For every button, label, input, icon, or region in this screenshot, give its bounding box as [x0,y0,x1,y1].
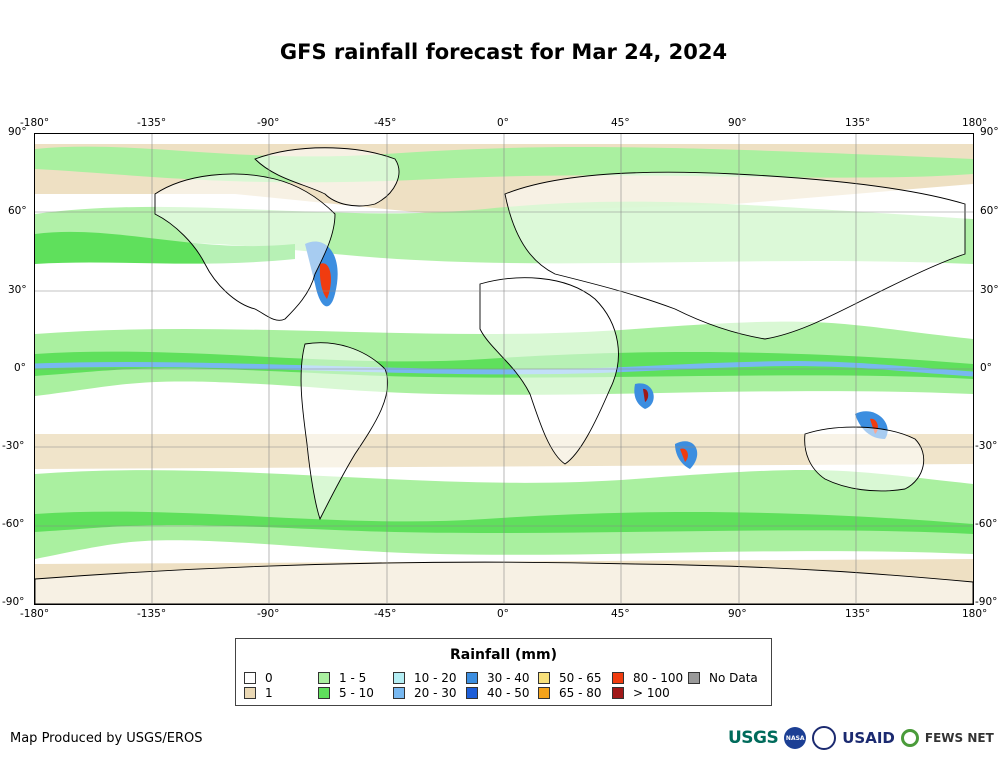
eurasia-outline [504,171,966,340]
legend: Rainfall (mm) 0 1 1 - 5 5 - 10 10 - 20 2… [235,638,772,706]
lat-label-right: -30° [975,440,998,452]
lon-label-top: 0° [497,117,509,129]
fews-net-logo: FEWS NET [924,731,994,745]
legend-item-1: 1 [244,686,273,700]
lon-label-bottom: -45° [374,608,397,620]
legend-swatch [393,672,405,684]
legend-item-10: 80 - 100 [612,671,683,685]
legend-swatch [538,672,550,684]
lat-label-left: 0° [14,362,26,374]
lon-label-top: 180° [962,117,988,129]
lon-label-bottom: 45° [611,608,630,620]
legend-item-6: 30 - 40 [466,671,530,685]
legend-swatch [612,687,624,699]
lat-label-left: -30° [2,440,25,452]
lat-label-left: 30° [8,284,27,296]
lon-label-top: -135° [137,117,167,129]
agency-logos: USGS NASA USAID FEWS NET [728,724,994,752]
lon-label-top: -180° [20,117,50,129]
map-credit: Map Produced by USGS/EROS [10,731,203,746]
legend-swatch [466,687,478,699]
south-america-outline [300,342,389,521]
lon-label-bottom: 0° [497,608,509,620]
usgs-logo: USGS [728,728,779,748]
lon-label-top: 90° [728,117,747,129]
lat-label-left: -60° [2,518,25,530]
legend-swatch [393,687,405,699]
legend-item-12: No Data [688,671,758,685]
lat-label-left: 90° [8,126,27,138]
lat-label-right: 30° [980,284,999,296]
legend-swatch [244,672,256,684]
usaid-logo: USAID [842,729,895,747]
legend-title: Rainfall (mm) [450,647,557,663]
greenland-outline [254,147,400,207]
map-canvas [35,134,973,604]
lat-label-right: 90° [980,126,999,138]
legend-item-3: 5 - 10 [318,686,374,700]
fews-globe-icon [900,729,919,747]
lon-label-top: 45° [611,117,630,129]
legend-swatch [318,687,330,699]
lat-label-right: 0° [980,362,992,374]
lon-label-bottom: 180° [962,608,988,620]
rainfall-map [34,133,974,605]
australia-outline [804,426,925,492]
lat-label-right: -60° [975,518,998,530]
legend-swatch [538,687,550,699]
lon-label-top: 135° [845,117,871,129]
lat-label-left: -90° [2,596,25,608]
lon-label-bottom: -135° [137,608,167,620]
legend-swatch [612,672,624,684]
lon-label-bottom: -90° [257,608,280,620]
legend-swatch [466,672,478,684]
africa-outline [479,277,619,465]
legend-item-7: 40 - 50 [466,686,530,700]
legend-swatch [244,687,256,699]
usaid-seal-icon [812,726,837,750]
legend-item-5: 20 - 30 [393,686,457,700]
lon-label-bottom: -180° [20,608,50,620]
lat-label-left: 60° [8,205,27,217]
legend-item-9: 65 - 80 [538,686,602,700]
legend-item-0: 0 [244,671,273,685]
map-title: GFS rainfall forecast for Mar 24, 2024 [279,40,728,64]
lat-label-right: -90° [975,596,998,608]
lon-label-top: -45° [374,117,397,129]
legend-swatch [318,672,330,684]
lat-label-right: 60° [980,205,999,217]
lon-label-bottom: 90° [728,608,747,620]
legend-swatch [688,672,700,684]
legend-item-2: 1 - 5 [318,671,366,685]
nasa-logo: NASA [784,727,807,749]
lon-label-top: -90° [257,117,280,129]
legend-item-8: 50 - 65 [538,671,602,685]
graticule [35,134,973,604]
legend-item-11: > 100 [612,686,670,700]
lon-label-bottom: 135° [845,608,871,620]
legend-item-4: 10 - 20 [393,671,457,685]
